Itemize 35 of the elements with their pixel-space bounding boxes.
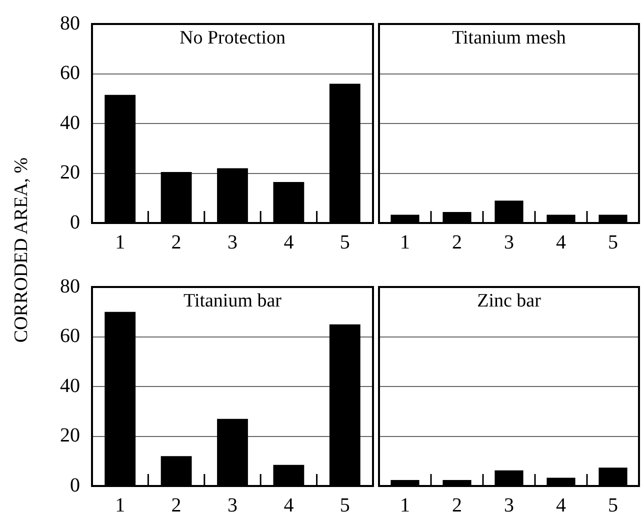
x-tick-label: 3 [504,231,514,254]
x-tick-label: 5 [340,494,350,516]
x-tick-label: 4 [556,231,566,254]
x-tick-label: 1 [400,494,410,516]
x-tick-label: 5 [608,231,618,254]
x-tick-label: 2 [171,494,182,516]
x-tick-label: 5 [340,231,350,254]
chart-title: No Protection [179,27,286,48]
y-tick-label: 80 [60,275,80,298]
y-tick-label: 0 [70,211,80,234]
x-tick-label: 3 [228,231,238,254]
y-tick-label: 60 [60,325,80,347]
x-tick-label: 3 [228,494,238,516]
x-tick-label: 1 [115,494,126,516]
x-tick-label: 2 [171,231,182,254]
x-tick-label: 4 [556,494,566,516]
x-tick-label: 2 [452,494,462,516]
chart-title: Titanium mesh [452,27,566,48]
x-tick-label: 4 [284,231,294,254]
y-axis-title: CORRODED AREA, % [11,157,33,343]
chart-title: Zinc bar [477,290,542,312]
y-tick-label: 40 [60,112,80,134]
y-tick-label: 60 [60,62,80,84]
x-tick-label: 2 [452,231,462,254]
x-tick-label: 1 [115,231,126,254]
x-tick-label: 3 [504,494,514,516]
y-tick-label: 80 [60,12,80,34]
x-tick-label: 1 [400,231,410,254]
chart-title: Titanium bar [184,290,282,312]
y-tick-label: 20 [60,424,80,446]
x-tick-label: 5 [608,494,618,516]
y-tick-label: 0 [70,474,80,496]
x-tick-label: 4 [284,494,294,516]
y-tick-label: 20 [60,162,80,184]
y-tick-label: 40 [60,374,80,397]
